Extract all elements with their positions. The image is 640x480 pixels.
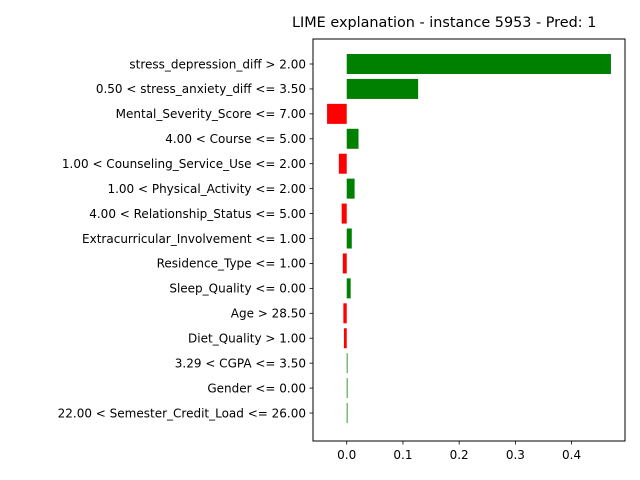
y-tick-label: 22.00 < Semester_Credit_Load <= 26.00 [58, 406, 306, 420]
y-tick-label: Residence_Type <= 1.00 [157, 257, 306, 271]
y-tick-label: 3.29 < CGPA <= 3.50 [175, 356, 306, 370]
y-tick-label: 4.00 < Course <= 5.00 [165, 132, 306, 146]
x-tick-label: 0.4 [562, 448, 581, 462]
y-tick-label: Mental_Severity_Score <= 7.00 [116, 107, 306, 121]
bar-4 [338, 153, 347, 174]
y-tick-label: Extracurricular_Involvement <= 1.00 [82, 232, 306, 246]
x-tick-label: 0.1 [393, 448, 412, 462]
bar-10 [343, 303, 347, 324]
x-tick-label: 0.3 [506, 448, 525, 462]
y-tick-label: Sleep_Quality <= 0.00 [169, 282, 306, 296]
y-tick-label: 1.00 < Physical_Activity <= 2.00 [107, 182, 306, 196]
bar-1 [346, 78, 419, 99]
bar-8 [342, 253, 347, 274]
bar-6 [341, 203, 347, 224]
bar-3 [346, 128, 359, 149]
y-tick-label: stress_depression_diff > 2.00 [129, 57, 306, 71]
y-tick-label: 0.50 < stress_anxiety_diff <= 3.50 [96, 82, 306, 96]
y-tick-label: Age > 28.50 [231, 307, 306, 321]
x-axis: 0.0 0.1 0.2 0.3 0.4 [337, 441, 581, 462]
bar-12 [346, 353, 348, 374]
x-tick-label: 0.2 [450, 448, 469, 462]
bar-9 [346, 278, 351, 299]
chart-title: LIME explanation - instance 5953 - Pred:… [292, 15, 596, 31]
bar-14 [346, 403, 348, 424]
y-tick-label: Diet_Quality > 1.00 [188, 332, 306, 346]
bar-0 [346, 54, 611, 74]
bar-13 [346, 378, 348, 399]
bar-2 [327, 103, 347, 124]
y-tick-label: Gender <= 0.00 [207, 381, 306, 395]
bar-7 [346, 228, 352, 249]
x-tick-label: 0.0 [337, 448, 356, 462]
plot-frame [312, 38, 626, 442]
y-tick-label: 1.00 < Counseling_Service_Use <= 2.00 [62, 157, 306, 171]
bar-5 [346, 178, 355, 199]
y-tick-label: 4.00 < Relationship_Status <= 5.00 [89, 207, 306, 221]
y-tick-labels: stress_depression_diff > 2.00 0.50 < stre… [58, 57, 313, 420]
bar-11 [343, 328, 347, 349]
bars-group [327, 54, 611, 424]
